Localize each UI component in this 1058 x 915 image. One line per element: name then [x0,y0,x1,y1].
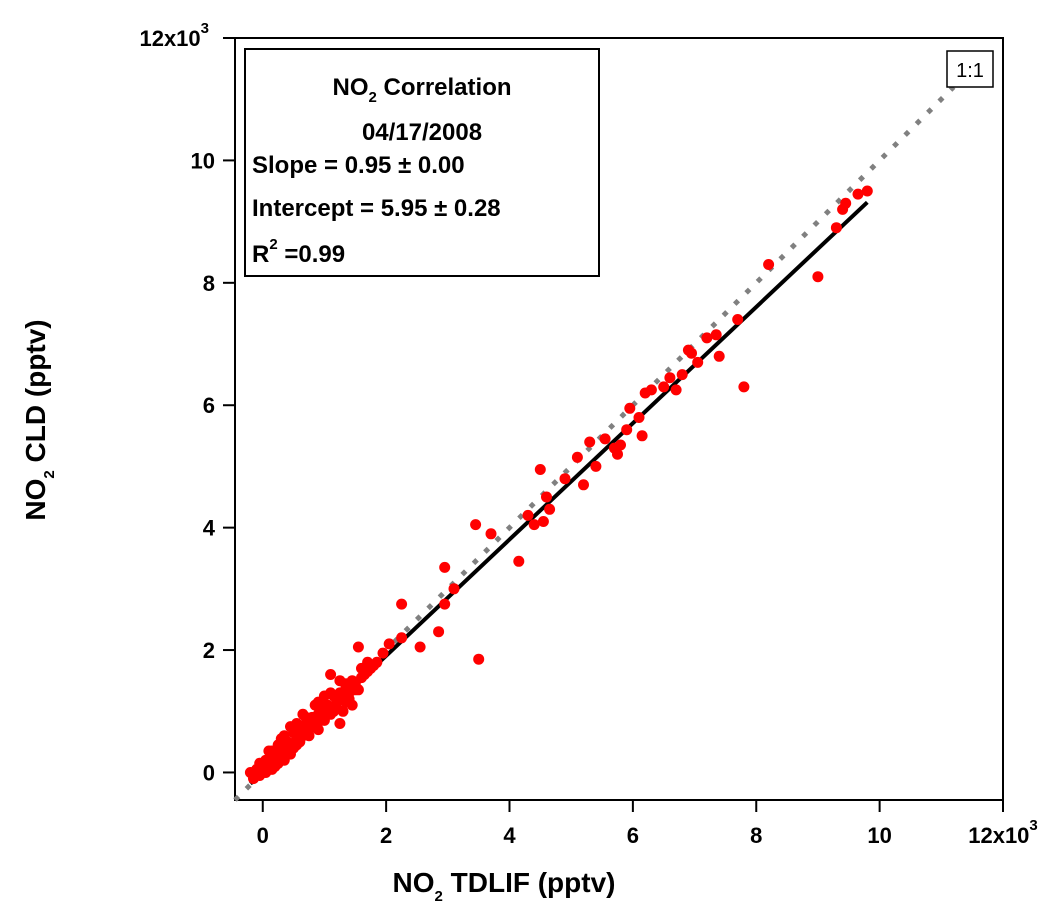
data-point [439,598,451,610]
data-point [571,451,583,463]
one-to-one-label-frame [946,50,994,88]
data-point [448,583,460,595]
data-point [300,711,312,723]
data-point [633,412,645,423]
data-point [352,641,364,653]
data-point [534,464,546,475]
one-to-one-label: 1:1 [956,60,984,82]
info-box-title: NO2 Correlation [332,74,511,106]
x-tick-label: 6 [627,823,639,848]
data-point [291,718,303,729]
data-point [852,188,864,200]
data-point [670,384,682,396]
data-point [676,369,688,381]
x-tick-label: 0 [257,823,269,848]
y-tick-label: 0 [203,760,215,785]
data-point [710,329,722,341]
plot-area [234,37,1004,801]
data-point [312,696,324,708]
data-point [377,647,389,659]
data-point [346,675,358,687]
data-point [701,332,713,344]
x-tick-label: 2 [380,823,392,848]
data-point [473,653,485,665]
data-point [318,705,330,717]
data-point [439,561,451,573]
data-point [624,402,636,414]
data-point [639,387,651,399]
data-point [682,344,694,356]
data-point [738,381,750,393]
legend-box: NO2 Correlation 04/17/2008 Slope = 0.95 ± … [244,48,994,277]
data-point [334,675,346,687]
data-point [396,632,408,644]
data-point [396,598,408,610]
info-box-r2: R2 =0.99 [252,236,345,268]
data-point [325,669,337,680]
data-point [812,271,824,283]
data-point [559,473,571,485]
data-point [294,727,306,739]
data-point [608,442,620,454]
data-point [621,424,633,436]
data-point [830,222,842,234]
data-point [692,356,704,368]
data-point [325,687,337,699]
y-tick-label: 8 [203,271,215,296]
data-point [513,555,525,567]
x-axis-title: NO2 TDLIF (pptv) [393,867,616,905]
data-point [266,745,278,757]
data-point [340,696,352,708]
data-point [837,203,849,215]
data-point [732,314,744,325]
data-point [590,460,602,472]
info-box-frame [244,48,600,277]
data-point [383,638,395,650]
data-points [244,185,873,785]
x-tick-label: 12x103 [968,817,1038,848]
data-point [522,509,534,521]
data-point [281,742,293,754]
data-point [352,684,364,696]
data-point [414,641,426,653]
data-point [578,479,589,491]
y-axis-title: NO2 CLD (pptv) [20,319,58,520]
data-point [244,767,256,778]
data-point [763,259,775,270]
data-point [537,516,549,527]
data-point [861,185,873,197]
x-tick-label: 4 [503,823,516,848]
data-point [544,503,556,515]
data-point [528,519,540,531]
data-point [599,433,611,445]
data-point [541,491,552,503]
data-point [331,702,343,714]
info-box-slope: Slope = 0.95 ± 0.00 [252,152,465,179]
data-point [433,626,445,638]
data-point [713,350,725,362]
data-point [636,430,648,442]
data-point [470,519,482,531]
data-point [334,718,346,729]
y-tick-label: 10 [191,148,215,173]
info-box-intercept: Intercept = 5.95 ± 0.28 [252,195,501,222]
data-point [658,381,670,393]
x-tick-label: 8 [750,823,762,848]
data-point [485,528,497,540]
data-point [275,733,287,745]
y-tick-label: 4 [203,516,216,541]
data-point [664,372,676,384]
axes: 0 2 4 6 8 10 12x103 0 2 4 6 8 10 12x103 NO2 TDLIF (ppt… [20,20,1038,905]
data-point [584,436,596,448]
data-point [356,662,367,674]
data-point [343,687,355,699]
x-tick-label: 10 [867,823,891,848]
y-tick-label: 2 [203,638,215,663]
info-box-date: 04/17/2008 [362,119,482,146]
y-tick-label: 12x103 [139,20,209,51]
plot-frame [234,37,1004,801]
y-tick-label: 6 [203,393,215,418]
